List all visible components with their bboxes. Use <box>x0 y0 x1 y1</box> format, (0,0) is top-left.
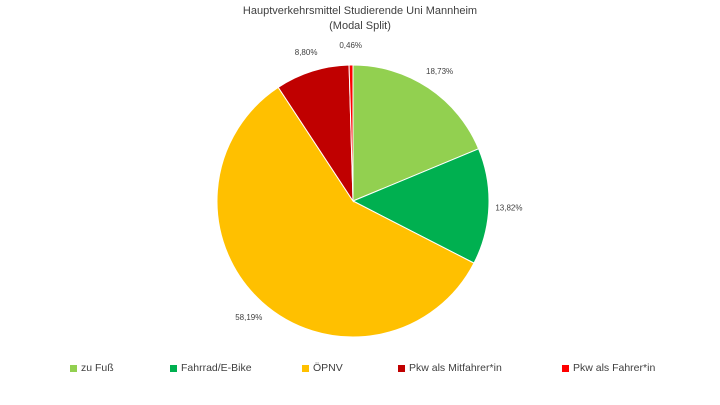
slice-value-label: 0,46% <box>339 41 362 50</box>
legend-label: Pkw als Mitfahrer*in <box>409 362 502 374</box>
legend-swatch <box>302 364 309 372</box>
slice-value-label: 13,82% <box>495 203 522 212</box>
legend-item: Pkw als Fahrer*in <box>562 362 655 374</box>
chart-title: Hauptverkehrsmittel Studierende Uni Mann… <box>0 4 720 34</box>
pie-slice <box>352 64 480 202</box>
slice-value-label: 18,73% <box>426 67 453 76</box>
legend-swatch <box>70 364 77 372</box>
pie-slice <box>216 86 475 338</box>
pie-slice <box>351 148 490 264</box>
chart-title-line: Hauptverkehrsmittel Studierende Uni Mann… <box>242 5 478 17</box>
legend-label: Pkw als Fahrer*in <box>573 362 656 374</box>
slice-value-label: 58,19% <box>235 313 262 322</box>
legend: zu Fuß Fahrrad/E-Bike ÖPNV Pkw als Mitfahre… <box>0 362 720 378</box>
legend-swatch <box>562 364 569 372</box>
legend-swatch <box>398 364 405 372</box>
legend-label: ÖPNV <box>313 362 343 374</box>
legend-item: Pkw als Mitfahrer*in <box>398 362 502 374</box>
legend-item: ÖPNV <box>302 362 343 374</box>
pie-slice <box>348 64 354 202</box>
legend-item: zu Fuß <box>70 362 114 374</box>
legend-swatch <box>170 364 177 372</box>
legend-label: Fahrrad/E-Bike <box>181 362 252 374</box>
legend-label: zu Fuß <box>81 362 114 374</box>
legend-item: Fahrrad/E-Bike <box>170 362 252 374</box>
chart-subtitle: (Modal Split) <box>329 20 391 32</box>
slice-value-label: 8,80% <box>295 48 318 57</box>
